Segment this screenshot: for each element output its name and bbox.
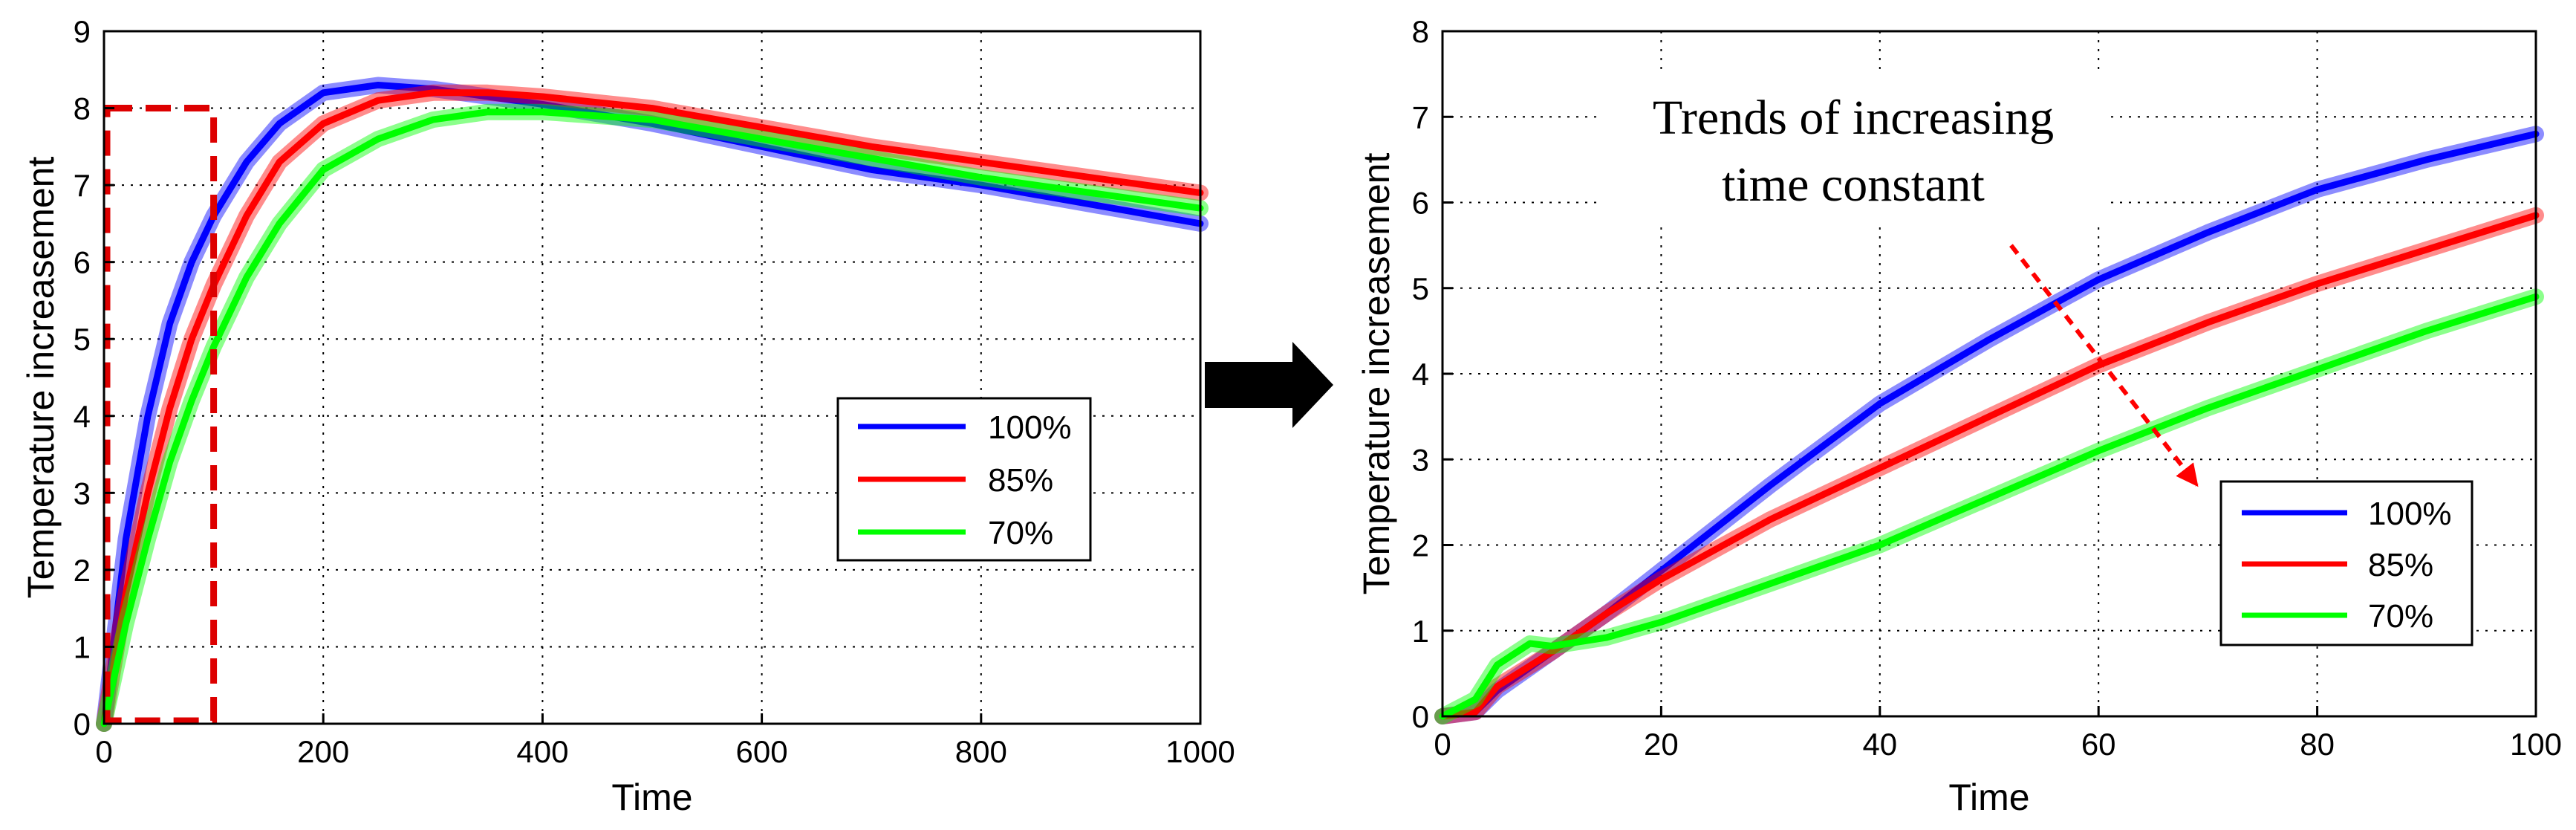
x-tick-label: 200 [297, 734, 349, 769]
left-chart: 0 200 400 600 800 1000 0 1 2 3 4 5 6 7 8 9 Time Tempera… [20, 14, 1235, 818]
y-tick-label: 4 [1412, 357, 1429, 392]
series-group [1434, 126, 2544, 724]
series-line-70% [1439, 293, 2540, 720]
legend-item: 70% [2242, 598, 2433, 635]
annotation-background [1597, 76, 2110, 224]
y-tick-label: 9 [74, 14, 91, 49]
plot-area [104, 31, 1200, 724]
legend: 100% 85% 70% [836, 397, 1092, 562]
x-tick-label: 1000 [1165, 734, 1235, 769]
legend-label: 100% [2368, 496, 2452, 532]
x-axis-label: Time [1948, 776, 2029, 818]
y-tick-label: 6 [1412, 186, 1429, 221]
series-line-70% [100, 108, 1204, 727]
y-axis-label: Temperature increasement [20, 157, 62, 599]
x-tick-label: 60 [2081, 727, 2116, 762]
series-line-85% [100, 89, 1204, 727]
y-tick-label: 5 [74, 322, 91, 357]
series-line-85% [1439, 212, 2540, 720]
legend-item: 100% [858, 409, 1072, 446]
x-tick-label: 800 [955, 734, 1007, 769]
x-tick-label: 20 [1644, 727, 1679, 762]
legend-label: 100% [988, 409, 1072, 446]
right-chart: 0 20 40 60 80 100 0 1 2 3 4 5 6 7 8 Time Temperature i… [1356, 14, 2562, 818]
y-tick-label: 1 [74, 629, 91, 664]
legend-label: 85% [2368, 547, 2433, 583]
y-tick-label: 8 [1412, 14, 1429, 49]
tick-labels: 0 20 40 60 80 100 0 1 2 3 4 5 6 7 8 [1412, 14, 2562, 762]
y-tick-label: 7 [1412, 100, 1429, 134]
right-arrow-icon [1205, 342, 1333, 428]
x-tick-label: 100 [2510, 727, 2562, 762]
plot-frame [103, 30, 1202, 725]
y-tick-label: 7 [74, 168, 91, 203]
y-tick-label: 0 [74, 707, 91, 742]
legend-item: 70% [858, 515, 1053, 551]
x-tick-label: 40 [1862, 727, 1897, 762]
legend-label: 70% [2368, 598, 2433, 635]
legend: 100% 85% 70% [2219, 480, 2473, 646]
y-tick-label: 6 [74, 245, 91, 280]
trend-annotation: Trends of increasing time constant [1597, 76, 2199, 487]
trend-arrow [2009, 244, 2199, 487]
y-tick-label: 2 [1412, 528, 1429, 563]
annotation-line-2: time constant [1722, 158, 1985, 212]
y-tick-label: 4 [74, 399, 91, 434]
x-tick-label: 600 [736, 734, 788, 769]
legend-label: 70% [988, 515, 1053, 551]
tick-labels: 0 200 400 600 800 1000 0 1 2 3 4 5 6 7 8 9 [74, 14, 1235, 769]
annotation-line-1: Trends of increasing [1653, 91, 2054, 145]
legend-label: 85% [988, 462, 1053, 499]
zoom-box [103, 105, 218, 724]
y-tick-label: 5 [1412, 271, 1429, 306]
y-tick-label: 3 [74, 476, 91, 510]
y-axis-label: Temperature increasement [1356, 153, 1397, 595]
legend-item: 85% [858, 462, 1053, 499]
series-group [96, 77, 1209, 732]
legend-item: 85% [2242, 547, 2433, 583]
y-tick-label: 0 [1412, 699, 1429, 734]
x-tick-label: 400 [516, 734, 568, 769]
y-tick-label: 1 [1412, 614, 1429, 649]
x-tick-label: 0 [1434, 727, 1451, 762]
y-tick-label: 2 [74, 553, 91, 588]
x-tick-label: 80 [2300, 727, 2335, 762]
legend-item: 100% [2242, 496, 2452, 532]
x-tick-label: 0 [95, 734, 112, 769]
y-tick-label: 3 [1412, 442, 1429, 477]
y-tick-label: 8 [74, 91, 91, 126]
series-line-100% [100, 82, 1204, 727]
x-axis-label: Time [611, 776, 692, 818]
